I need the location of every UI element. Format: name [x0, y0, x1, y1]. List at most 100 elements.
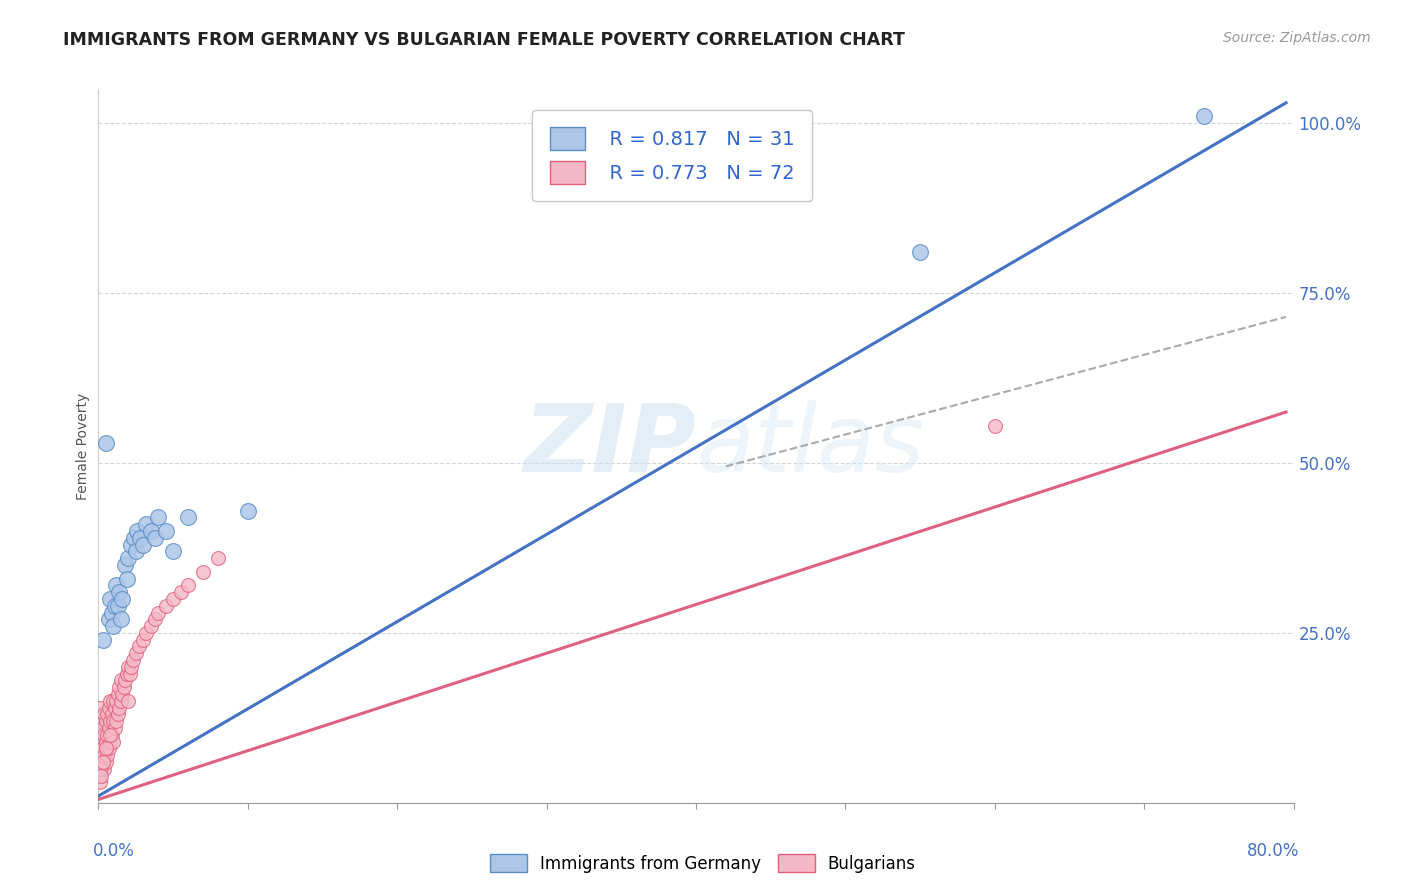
- Point: [98, 694, 122, 708]
- Point: [236, 503, 259, 517]
- Point: [91, 632, 114, 647]
- Legend:   R = 0.817   N = 31,   R = 0.773   N = 72: R = 0.817 N = 31, R = 0.773 N = 72: [533, 110, 811, 202]
- Point: [91, 721, 114, 735]
- Point: [155, 599, 177, 613]
- Point: [90, 769, 112, 783]
- Point: [162, 591, 184, 606]
- Point: [98, 714, 122, 729]
- Point: [103, 734, 125, 748]
- Point: [104, 700, 127, 714]
- Point: [112, 680, 135, 694]
- Point: [93, 748, 115, 763]
- Point: [128, 640, 150, 654]
- Point: [93, 707, 115, 722]
- Point: [110, 694, 132, 708]
- Point: [98, 734, 122, 748]
- Point: [114, 558, 136, 572]
- Point: [103, 619, 125, 633]
- Point: [155, 524, 177, 538]
- Point: [143, 612, 166, 626]
- Point: [97, 721, 120, 735]
- Point: [129, 531, 152, 545]
- Point: [111, 687, 134, 701]
- Point: [90, 734, 112, 748]
- Y-axis label: Female Poverty: Female Poverty: [76, 392, 90, 500]
- Point: [94, 435, 117, 450]
- Point: [135, 626, 157, 640]
- Point: [1192, 109, 1215, 123]
- Point: [91, 755, 114, 769]
- Point: [105, 578, 128, 592]
- Point: [125, 646, 148, 660]
- Point: [101, 606, 124, 620]
- Point: [103, 714, 125, 729]
- Point: [124, 531, 146, 545]
- Point: [89, 762, 111, 776]
- Point: [104, 721, 127, 735]
- Point: [207, 551, 229, 566]
- Text: IMMIGRANTS FROM GERMANY VS BULGARIAN FEMALE POVERTY CORRELATION CHART: IMMIGRANTS FROM GERMANY VS BULGARIAN FEM…: [63, 31, 905, 49]
- Point: [89, 700, 111, 714]
- Point: [89, 769, 111, 783]
- Point: [139, 524, 162, 538]
- Text: 0.0%: 0.0%: [93, 842, 135, 860]
- Point: [132, 632, 155, 647]
- Point: [104, 599, 127, 613]
- Point: [97, 700, 120, 714]
- Point: [117, 551, 139, 566]
- Point: [101, 728, 124, 742]
- Point: [98, 591, 122, 606]
- Point: [132, 537, 155, 551]
- Text: ZIP: ZIP: [523, 400, 696, 492]
- Point: [908, 245, 931, 260]
- Point: [115, 572, 138, 586]
- Point: [89, 728, 111, 742]
- Point: [110, 612, 132, 626]
- Point: [105, 694, 128, 708]
- Point: [107, 687, 129, 701]
- Text: 80.0%: 80.0%: [1247, 842, 1299, 860]
- Point: [143, 531, 166, 545]
- Point: [96, 728, 118, 742]
- Point: [114, 673, 136, 688]
- Point: [169, 585, 191, 599]
- Point: [108, 680, 131, 694]
- Point: [148, 606, 170, 620]
- Point: [120, 660, 142, 674]
- Point: [110, 673, 132, 688]
- Point: [120, 537, 142, 551]
- Point: [117, 694, 139, 708]
- Point: [96, 707, 118, 722]
- Point: [96, 748, 118, 763]
- Point: [108, 585, 131, 599]
- Point: [177, 510, 200, 524]
- Text: atlas: atlas: [696, 401, 924, 491]
- Point: [89, 741, 111, 756]
- Point: [162, 544, 184, 558]
- Point: [139, 619, 162, 633]
- Point: [90, 762, 112, 776]
- Text: Source: ZipAtlas.com: Source: ZipAtlas.com: [1223, 31, 1371, 45]
- Point: [121, 653, 143, 667]
- Point: [111, 591, 134, 606]
- Point: [135, 517, 157, 532]
- Point: [127, 524, 149, 538]
- Point: [191, 565, 214, 579]
- Point: [97, 741, 120, 756]
- Point: [89, 755, 111, 769]
- Point: [94, 741, 117, 756]
- Point: [94, 714, 117, 729]
- Point: [98, 728, 122, 742]
- Point: [94, 734, 117, 748]
- Point: [148, 510, 170, 524]
- Point: [118, 666, 141, 681]
- Legend: Immigrants from Germany, Bulgarians: Immigrants from Germany, Bulgarians: [484, 847, 922, 880]
- Point: [984, 418, 1007, 433]
- Point: [105, 714, 128, 729]
- Point: [101, 707, 124, 722]
- Point: [117, 660, 139, 674]
- Point: [90, 714, 112, 729]
- Point: [94, 755, 117, 769]
- Point: [89, 775, 111, 789]
- Point: [93, 728, 115, 742]
